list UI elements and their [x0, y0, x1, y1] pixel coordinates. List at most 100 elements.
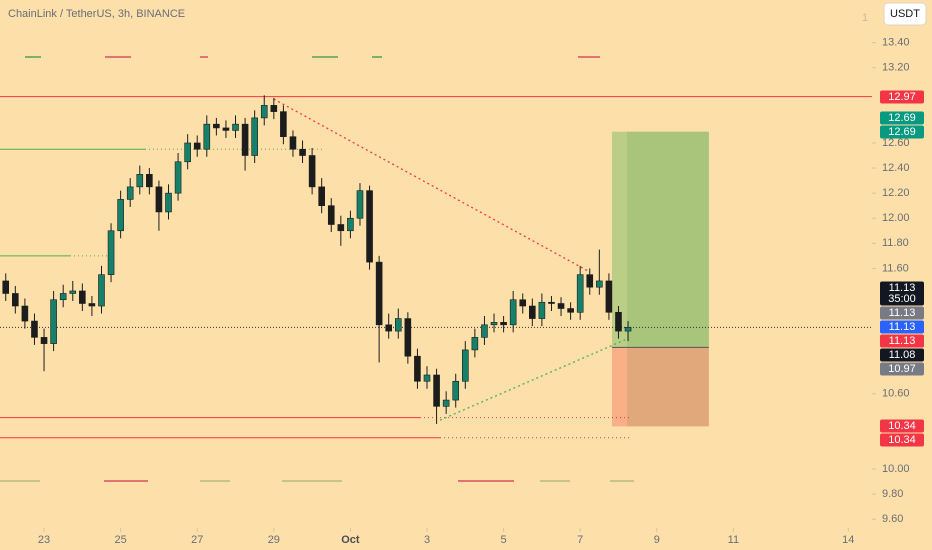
candle-body [433, 374, 440, 407]
candle-body [509, 299, 517, 326]
candle-body [500, 322, 507, 326]
candle-body [337, 224, 345, 232]
chart-title: ChainLink / TetherUS, 3h, BINANCE [8, 8, 185, 20]
y-tick-label: 12.20 [882, 187, 910, 199]
candle-body [69, 290, 77, 294]
price-label-bg [880, 281, 924, 306]
indicator-dash [540, 480, 570, 482]
candle-body [260, 105, 268, 119]
candle-body [394, 318, 402, 332]
candle-body [624, 327, 632, 332]
candle-body [308, 155, 316, 188]
price-label: 12.69 [888, 126, 916, 138]
y-tick-label: 9.60 [882, 513, 903, 525]
corner-text: 1 [862, 12, 868, 24]
x-tick-label: 11 [728, 534, 739, 546]
candle-body [98, 274, 105, 307]
candle-body [327, 205, 335, 225]
candle-body [356, 190, 364, 219]
indicator-dash [282, 480, 342, 482]
candle-body [280, 111, 287, 138]
y-tick-label: 12.60 [882, 137, 910, 149]
candle-body [586, 274, 594, 288]
candle-body [404, 318, 412, 357]
candle-body [461, 349, 469, 382]
indicator-dash [200, 56, 208, 58]
currency-button[interactable] [883, 2, 927, 26]
indicator-dash [458, 480, 514, 482]
y-tick-label: 12.00 [882, 212, 910, 224]
stop-zone [611, 347, 709, 427]
profit-zone [611, 131, 709, 348]
candle-body [165, 192, 172, 213]
x-tick-label: 14 [842, 534, 854, 546]
x-tick-label: Oct [341, 534, 360, 546]
price-label: 11.13 [889, 335, 916, 347]
price-label: 11.13 [889, 321, 916, 333]
position-inner [626, 131, 709, 427]
indicator-dash [105, 56, 131, 58]
indicator-dash [578, 56, 600, 58]
x-tick-label: 3 [424, 534, 430, 546]
candle-body [538, 301, 546, 319]
price-label-bg [880, 362, 924, 376]
candle-body [557, 303, 565, 309]
candle-body [117, 199, 124, 232]
price-label: 11.13 [889, 282, 916, 294]
candle-body [193, 142, 201, 150]
candle-body [596, 280, 603, 288]
price-label-bg [880, 125, 924, 139]
indicator-dash [0, 480, 40, 482]
candle-body [31, 320, 38, 338]
candle-body [203, 123, 211, 150]
x-tick-label: 27 [191, 534, 203, 546]
candle-body [50, 299, 57, 344]
candle-body [241, 123, 249, 156]
x-tick-label: 23 [38, 534, 50, 546]
candle-body [318, 186, 325, 206]
candle-body [213, 123, 220, 129]
candle-body [576, 274, 584, 313]
x-tick-label: 7 [577, 534, 583, 546]
candle-body [442, 399, 450, 407]
candle-body [174, 161, 182, 194]
price-label: 11.08 [889, 349, 916, 361]
y-tick-label: 11.80 [882, 237, 909, 249]
plot-area: 13.40 13.20 12.60 12.40 12.20 12.00 11.80 11.60… [0, 37, 924, 546]
candle-body [605, 280, 613, 313]
candle-body [481, 324, 488, 338]
price-label-bg [880, 111, 924, 125]
y-tick-label: 12.40 [882, 162, 910, 174]
indicator-dash [610, 480, 634, 482]
indicator-dash [312, 56, 338, 58]
candle-body [471, 337, 479, 351]
price-label: 10.34 [888, 434, 916, 446]
currency-label[interactable]: USDT [890, 8, 920, 20]
indicator-dash [104, 480, 148, 482]
candle-body [548, 301, 555, 304]
x-tick-label: 29 [268, 534, 280, 546]
price-label-bg [880, 348, 924, 362]
candle-body [529, 305, 536, 319]
indicator-dash [25, 56, 41, 58]
candle-body [423, 374, 431, 382]
candle-body [385, 324, 393, 332]
price-label: 10.34 [888, 420, 916, 432]
price-label: 11.13 [889, 307, 916, 319]
candle-body [567, 308, 574, 313]
y-tick-label: 10.60 [882, 388, 910, 400]
candle-body [107, 230, 115, 275]
x-tick-label: 25 [115, 534, 127, 546]
price-label-bg [880, 306, 924, 320]
x-tick-label: 5 [501, 534, 507, 546]
candle-body [615, 311, 622, 332]
candle-body [21, 305, 29, 322]
y-tick-label: 13.40 [882, 37, 910, 49]
candle-body [184, 142, 191, 163]
y-tick-label: 9.80 [882, 488, 903, 500]
price-label-bg [880, 419, 924, 433]
trend-line [273, 98, 591, 273]
price-label-bg [880, 90, 924, 104]
candle-body [490, 322, 498, 326]
